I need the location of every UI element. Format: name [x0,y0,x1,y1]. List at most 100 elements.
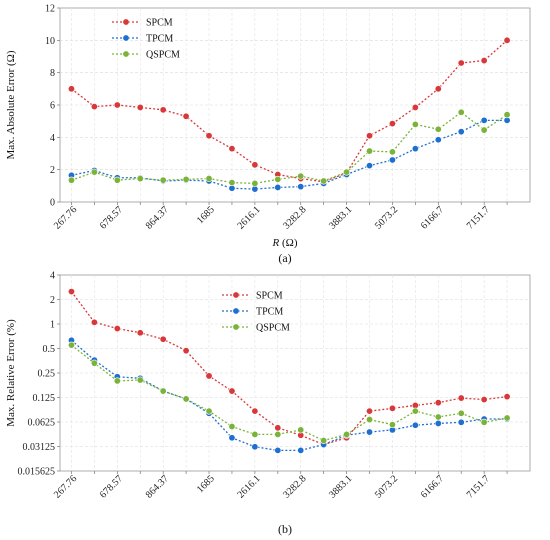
data-point [90,318,98,326]
data-point [67,176,75,184]
data-point [411,103,419,111]
data-point [480,396,488,404]
data-point [388,404,396,412]
y-tick-label: 4 [50,133,55,144]
data-point [434,85,442,93]
legend-marker [122,34,130,42]
data-point [67,85,75,93]
data-point [457,59,465,67]
x-tick-label: 3883.1 [327,204,354,231]
data-point [434,136,442,144]
y-tick-label: 0.03125 [23,442,56,453]
x-tick-label: 6166.7 [419,204,446,231]
data-point [182,347,190,355]
data-point [90,359,98,367]
data-point [274,424,282,432]
series-line [70,291,508,446]
data-point [182,395,190,403]
data-point [297,172,305,180]
x-tick-label: 7151.7 [465,204,492,231]
y-tick-label: 0.0625 [28,418,56,429]
data-point [411,120,419,128]
data-point [388,148,396,156]
legend-label: TPCM [256,307,283,318]
data-point [457,128,465,136]
series-line [71,339,508,452]
chart-b: 0.015625 0.03125 0.0625 0.125 0.25 0.5 1 2 4 267.… [5,271,531,536]
y-tick-label: 2 [50,295,55,306]
data-point [182,175,190,183]
y-axis-label: Max. Absolute Error (Ω) [5,50,17,159]
data-point [434,125,442,133]
y-tick-label: 0.25 [38,369,56,380]
data-point [205,132,213,140]
series-spcm [67,288,511,449]
y-axis-label: Max. Relative Error (%) [5,319,17,427]
chart-caption: (a) [278,251,291,265]
data-point [113,325,121,333]
series-line [71,111,508,185]
data-point [457,409,465,417]
data-point [113,377,121,385]
data-point [366,428,374,436]
series-qspcm [67,341,511,445]
legend-marker [122,18,130,26]
series-line [71,344,508,442]
y-tick-label: 0.5 [43,344,56,355]
data-point [503,414,511,422]
data-point [366,162,374,170]
data-point [251,430,259,438]
series-line [71,39,508,183]
data-point [366,147,374,155]
x-tick-label: 3282.8 [281,204,308,231]
data-point [159,387,167,395]
data-point [274,183,282,191]
y-tick-label: 0.015625 [18,467,56,478]
data-point [388,421,396,429]
data-point [182,112,190,120]
data-point [159,335,167,343]
data-point [228,434,236,442]
data-point [205,372,213,380]
data-point [480,57,488,65]
data-point [274,175,282,183]
x-tick-label: 7151.7 [465,473,492,500]
data-point [503,111,511,119]
legend: SPCM TPCM QSPCM [222,291,290,334]
data-point [228,423,236,431]
data-point [67,288,75,296]
data-point [228,145,236,153]
data-point [457,418,465,426]
data-point [411,421,419,429]
data-point [457,394,465,402]
data-point [205,175,213,183]
data-point [388,120,396,128]
data-point [251,179,259,187]
data-point [411,407,419,415]
legend-marker [232,307,240,315]
legend-marker [122,50,130,58]
data-point [503,393,511,401]
data-point [480,126,488,134]
x-tick-label: 1685 [195,204,217,226]
y-tick-label: 4 [50,271,55,282]
chart-a: 0 2 4 6 8 10 12 267.76 678.57 864.37 1685 2616.1 328… [5,4,531,265]
data-point [320,177,328,185]
x-tick-label: 5073.2 [373,204,400,231]
data-point [205,407,213,415]
data-point [411,145,419,153]
data-point [297,426,305,434]
chart-caption: (b) [278,522,292,536]
data-point [366,407,374,415]
legend-marker [232,323,240,331]
data-point [136,329,144,337]
data-point [343,430,351,438]
data-point [90,103,98,111]
x-tick-label: 267.76 [52,473,79,500]
data-point [320,437,328,445]
data-point [113,176,121,184]
legend-label: SPCM [256,291,283,302]
data-point [251,443,259,451]
x-tick-label: 1685 [195,473,217,495]
